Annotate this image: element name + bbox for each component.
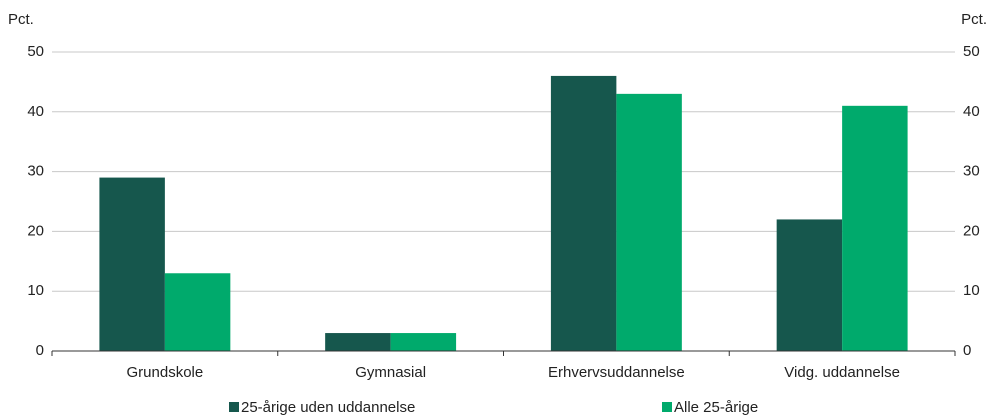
y-tick-label: 20 — [27, 222, 44, 239]
bar — [164, 273, 231, 351]
y-tick-label: 30 — [27, 163, 44, 180]
y-tick-label: 10 — [27, 282, 44, 299]
y-tick-label: 0 — [36, 342, 44, 359]
y2-tick-label: 40 — [963, 103, 980, 120]
y2-tick-label: 10 — [963, 282, 980, 299]
bar — [99, 177, 165, 351]
y-tick-label: 40 — [27, 103, 44, 120]
legend-label: Alle 25-årige — [674, 399, 758, 416]
y-tick-label: 50 — [27, 43, 44, 60]
legend-swatch — [229, 402, 239, 412]
y2-axis-label: Pct. — [961, 11, 987, 28]
bar — [616, 93, 682, 352]
bar — [550, 75, 617, 352]
y2-tick-label: 0 — [963, 342, 971, 359]
legend-swatch — [662, 402, 672, 412]
x-tick-label: Gymnasial — [355, 364, 426, 381]
x-tick-label: Vidg. uddannelse — [784, 364, 900, 381]
bar — [325, 333, 391, 351]
bar — [842, 105, 908, 351]
legend-label: 25-årige uden uddannelse — [241, 399, 415, 416]
x-tick-label: Grundskole — [127, 364, 204, 381]
y-axis-label: Pct. — [8, 11, 34, 28]
bar — [776, 219, 843, 351]
y2-tick-label: 20 — [963, 222, 980, 239]
y2-tick-label: 30 — [963, 163, 980, 180]
x-tick-label: Erhvervsuddannelse — [548, 364, 685, 381]
y2-tick-label: 50 — [963, 43, 980, 60]
bar — [390, 333, 457, 351]
